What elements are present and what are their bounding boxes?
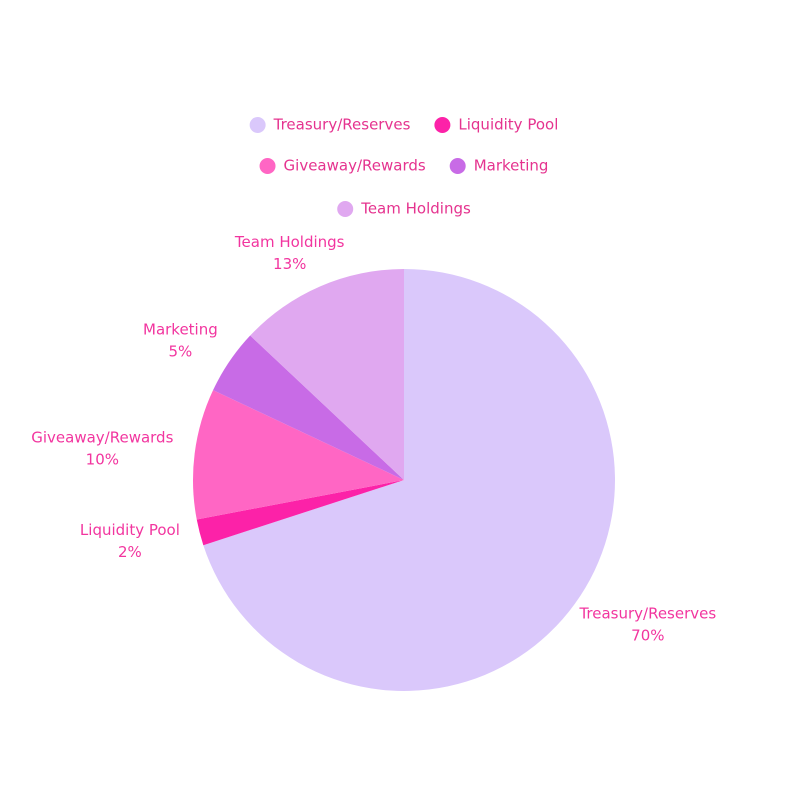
data-label: Giveaway/Rewards 10% — [31, 429, 173, 469]
legend-item: Treasury/Reserves — [249, 116, 411, 134]
legend-marker — [449, 158, 466, 174]
data-label-value: 70% — [631, 627, 664, 645]
data-label-value: 10% — [86, 451, 119, 469]
data-label-name: Liquidity Pool — [80, 521, 180, 539]
legend-marker — [249, 117, 266, 133]
legend-marker — [337, 201, 354, 217]
legend-item: Giveaway/Rewards — [259, 157, 426, 175]
data-label-name: Marketing — [143, 321, 218, 339]
pie-slice — [196, 480, 404, 546]
legend-label: Treasury/Reserves — [273, 116, 411, 134]
legend-label: Giveaway/Rewards — [284, 157, 426, 175]
pie-slice — [250, 269, 404, 480]
data-label-name: Giveaway/Rewards — [31, 429, 173, 447]
data-label-value: 2% — [118, 543, 142, 561]
legend-item: Marketing — [449, 157, 549, 175]
legend-marker — [434, 117, 451, 133]
data-label: Marketing 5% — [143, 321, 218, 361]
legend-label: Marketing — [474, 157, 549, 175]
legend-label: Team Holdings — [360, 200, 471, 218]
legend-item: Team Holdings — [337, 200, 471, 218]
pie-slice — [213, 335, 404, 480]
data-label-name: Team Holdings — [234, 233, 345, 251]
legend: Treasury/Reserves Liquidity Pool Giveaway/… — [249, 116, 558, 218]
pie-slice — [203, 269, 615, 691]
data-label: Team Holdings 13% — [234, 233, 345, 273]
legend-label: Liquidity Pool — [458, 116, 558, 134]
pie-slice — [193, 390, 404, 520]
legend-item: Liquidity Pool — [434, 116, 558, 134]
legend-marker — [259, 158, 276, 174]
data-label: Treasury/Reserves 70% — [578, 605, 716, 645]
data-label-value: 13% — [273, 255, 306, 273]
data-label: Liquidity Pool 2% — [80, 521, 180, 561]
data-label-value: 5% — [168, 343, 192, 361]
data-label-name: Treasury/Reserves — [578, 605, 716, 623]
